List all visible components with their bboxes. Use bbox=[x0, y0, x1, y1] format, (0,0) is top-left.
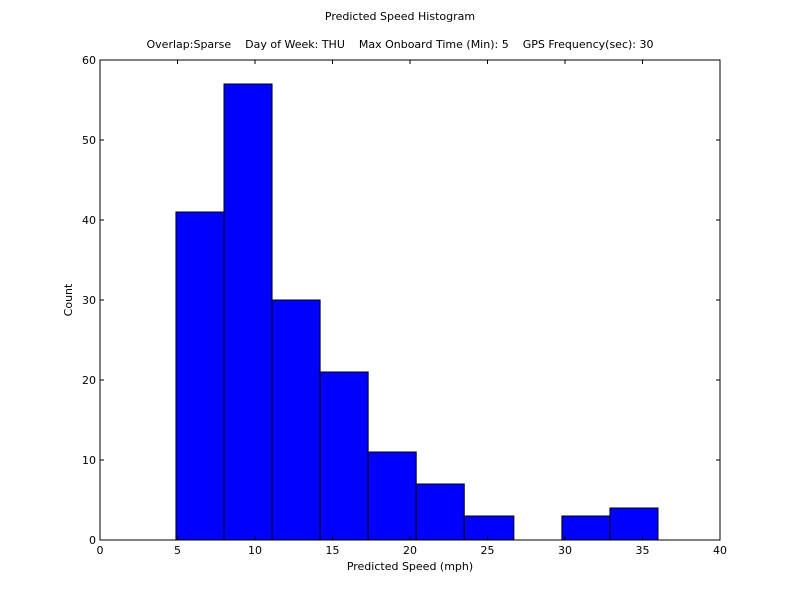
histogram-bar-0 bbox=[175, 211, 225, 541]
histogram-bar-4 bbox=[367, 451, 417, 541]
histogram-bar-9 bbox=[609, 507, 659, 541]
histogram-bar-3 bbox=[319, 371, 369, 541]
y-tick-label-0: 0 bbox=[89, 534, 96, 547]
chart-subtitle: Overlap:Sparse Day of Week: THU Max Onbo… bbox=[147, 38, 654, 51]
histogram-bar-2 bbox=[271, 299, 321, 541]
bars-group bbox=[175, 83, 659, 541]
y-tick-label-50: 50 bbox=[82, 134, 96, 147]
x-tick-label-15: 15 bbox=[326, 544, 340, 557]
y-tick-label-40: 40 bbox=[82, 214, 96, 227]
x-tick-label-20: 20 bbox=[403, 544, 417, 557]
x-tick-label-10: 10 bbox=[248, 544, 262, 557]
x-tick-label-30: 30 bbox=[558, 544, 572, 557]
histogram-bar-1 bbox=[223, 83, 273, 541]
histogram-bar-5 bbox=[415, 483, 465, 541]
y-tick-label-30: 30 bbox=[82, 294, 96, 307]
ticks-group: 0 5 10 15 20 25 30 35 40 0 10 20 30 40 50 60 bbox=[82, 54, 727, 557]
y-axis-label: Count bbox=[62, 283, 75, 316]
x-tick-label-35: 35 bbox=[636, 544, 650, 557]
x-axis-label: Predicted Speed (mph) bbox=[347, 560, 473, 573]
y-tick-label-20: 20 bbox=[82, 374, 96, 387]
y-tick-label-10: 10 bbox=[82, 454, 96, 467]
x-tick-label-25: 25 bbox=[481, 544, 495, 557]
chart-title: Predicted Speed Histogram bbox=[325, 10, 475, 23]
histogram-bar-8 bbox=[561, 515, 611, 541]
x-tick-label-40: 40 bbox=[713, 544, 727, 557]
histogram-bar-6 bbox=[463, 515, 515, 541]
plot-frame bbox=[99, 59, 721, 541]
y-tick-label-60: 60 bbox=[82, 54, 96, 67]
x-tick-label-0: 0 bbox=[97, 544, 104, 557]
x-tick-label-5: 5 bbox=[174, 544, 181, 557]
